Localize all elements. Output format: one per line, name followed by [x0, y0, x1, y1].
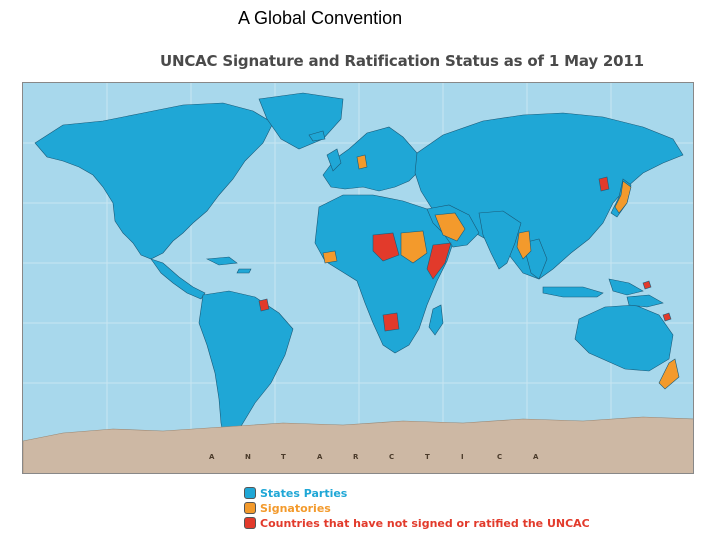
- new-guinea-landmass: [626, 294, 664, 308]
- world-map-svg: A N T A R C T I C A: [23, 83, 693, 473]
- antarctica-letter-4: A: [317, 453, 323, 461]
- uk-ireland-landmass: [308, 130, 342, 172]
- signatory-countries: [322, 154, 680, 390]
- legend-swatch-not-signed: [244, 517, 256, 529]
- north-korea-region: [598, 176, 610, 192]
- antarctica-landmass: [23, 416, 693, 473]
- chad-region: [372, 232, 400, 262]
- antarctica-letter-9: C: [497, 453, 502, 461]
- caribbean-islands: [205, 256, 252, 274]
- legend-item-not-signed: Countries that have not signed or ratifi…: [244, 516, 590, 530]
- legend-label-states-parties: States Parties: [260, 486, 348, 500]
- saudi-arabia-region: [434, 212, 466, 242]
- not-signed-countries: [258, 176, 672, 332]
- india-landmass: [478, 210, 522, 270]
- slide-title: A Global Convention: [238, 8, 403, 28]
- greenland-landmass: [258, 92, 344, 150]
- antarctica-letter-5: R: [353, 453, 359, 461]
- antarctica-letter-6: C: [389, 453, 394, 461]
- antarctica-label: A N T A R C T I C A: [209, 453, 539, 461]
- map-title: UNCAC Signature and Ratification Status …: [160, 52, 644, 70]
- map-legend: States Parties Signatories Countries tha…: [244, 486, 590, 531]
- legend-swatch-signatories: [244, 502, 256, 514]
- north-america-landmass: [34, 102, 274, 260]
- madagascar-landmass: [428, 304, 444, 336]
- myanmar-region: [516, 230, 532, 260]
- europe-signatory-region: [356, 154, 368, 170]
- legend-label-signatories: Signatories: [260, 501, 331, 515]
- legend-swatch-states-parties: [244, 487, 256, 499]
- antarctica-letter-10: A: [533, 453, 539, 461]
- antarctica-letter-3: T: [281, 453, 286, 461]
- asia-landmass: [414, 112, 684, 280]
- legend-label-not-signed: Countries that have not signed or ratifi…: [260, 516, 590, 530]
- sudan-region: [400, 230, 428, 264]
- legend-item-states-parties: States Parties: [244, 486, 590, 500]
- pacific-islands-region: [642, 280, 672, 322]
- south-america-landmass: [198, 290, 294, 444]
- southeast-asia-landmass: [522, 238, 644, 298]
- world-map: A N T A R C T I C A: [22, 82, 694, 474]
- somalia-region: [426, 242, 452, 280]
- antarctica-letter-2: N: [245, 453, 251, 461]
- japan-region: [614, 180, 632, 214]
- new-zealand-region: [658, 358, 680, 390]
- antarctica-letter-8: I: [461, 453, 464, 461]
- australia-landmass: [574, 304, 674, 372]
- suriname-region: [258, 298, 270, 312]
- west-africa-region: [322, 250, 338, 264]
- central-america-landmass: [150, 258, 206, 300]
- antarctica-letter-7: T: [425, 453, 430, 461]
- legend-item-signatories: Signatories: [244, 501, 590, 515]
- antarctica-letter-1: A: [209, 453, 215, 461]
- zimbabwe-region: [382, 312, 400, 332]
